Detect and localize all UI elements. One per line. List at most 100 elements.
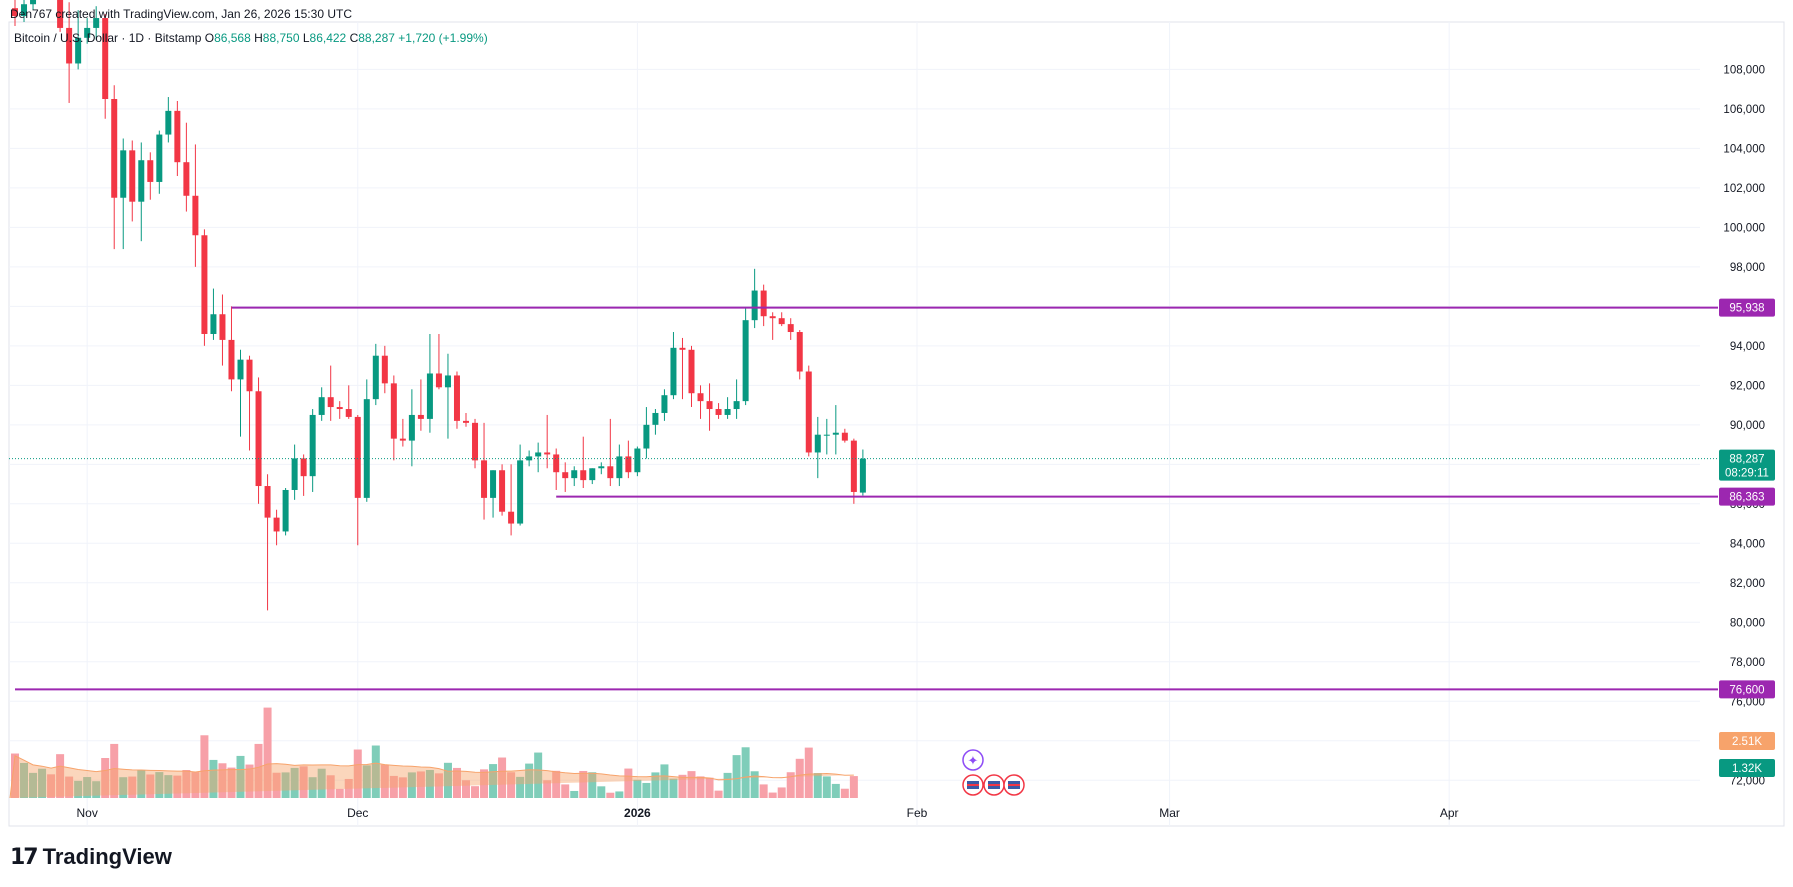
volume-bar <box>164 775 173 798</box>
candle <box>75 10 82 70</box>
us-flag-event-icon[interactable] <box>983 774 1005 796</box>
close-label: C <box>349 31 359 45</box>
price-tick-label: 102,000 <box>1723 183 1765 195</box>
candle <box>453 371 460 429</box>
volume-bar <box>353 749 362 798</box>
candle <box>237 349 244 437</box>
candle-body <box>580 470 587 481</box>
candle <box>444 353 451 439</box>
volume-bar <box>543 780 552 798</box>
candle-body <box>327 397 334 408</box>
candle-body <box>453 375 460 421</box>
volume-badge-bg <box>1719 732 1775 750</box>
candle-body <box>408 414 415 441</box>
candle-body <box>273 517 280 532</box>
candle <box>309 409 316 492</box>
candle <box>138 142 145 242</box>
volume-bar <box>452 767 461 798</box>
price-tick-label: 100,000 <box>1723 222 1765 234</box>
volume-bar <box>434 773 443 798</box>
level-high-badge-bg <box>1719 298 1775 317</box>
volume-ma-area <box>9 754 854 799</box>
ohlc-legend: Bitcoin / U.S. Dollar · 1D · Bitstamp O8… <box>14 31 488 45</box>
candle-body <box>859 458 866 493</box>
low-label: L <box>302 31 310 45</box>
volume-bar <box>813 773 822 798</box>
volume-bar <box>128 776 137 798</box>
candle-body <box>481 460 488 498</box>
tradingview-logo[interactable]: 17 TradingView <box>10 844 172 870</box>
candle <box>688 345 695 408</box>
volume-bar <box>489 764 498 798</box>
candle-body <box>796 332 803 372</box>
volume-bar <box>38 768 47 798</box>
volume-bar <box>308 777 317 798</box>
grid-lines <box>9 22 1700 826</box>
candle-body <box>733 401 740 410</box>
candle-body <box>643 424 650 449</box>
candle <box>363 379 370 502</box>
high-label: H <box>254 31 263 45</box>
volume-bar <box>525 763 534 798</box>
candle-body <box>841 432 848 441</box>
volume-bar <box>263 707 272 798</box>
candle <box>84 18 91 44</box>
candle <box>255 377 262 504</box>
candle <box>472 418 479 469</box>
candle <box>264 474 271 611</box>
level-bottom-badge-bg <box>1719 680 1775 699</box>
candle <box>481 422 488 520</box>
candle-body <box>463 420 469 423</box>
logo-text: TradingView <box>42 844 172 869</box>
volume-bar <box>416 771 425 798</box>
candle <box>93 6 100 40</box>
volume-bar <box>407 772 416 798</box>
last-price-badge-text: 88,287 <box>1729 454 1764 466</box>
us-flag-event-icon[interactable] <box>1003 774 1025 796</box>
candle-body <box>156 134 163 182</box>
time-tick-label: Mar <box>1159 806 1180 820</box>
candle <box>571 466 578 487</box>
level-high-badge: 95,938 <box>1719 298 1775 317</box>
candle <box>544 414 551 469</box>
volume-bar <box>56 754 65 798</box>
event-icons[interactable]: ✦ <box>962 749 1025 796</box>
level-low-badge: 86,363 <box>1719 487 1775 506</box>
candle <box>535 442 542 473</box>
candle <box>327 365 334 421</box>
volume-bar <box>750 771 759 798</box>
tv-logo-icon: 17 <box>10 844 39 870</box>
price-badges: 95,938 88,287 08:29:11 86,363 76,600 2.51K 1.3… <box>1719 298 1775 777</box>
candle <box>742 308 749 406</box>
candle-body <box>426 373 433 419</box>
candle-body <box>282 489 289 532</box>
volume-bar <box>218 763 227 798</box>
candle-body <box>174 110 181 163</box>
candle-body <box>228 339 235 380</box>
candle <box>517 444 524 526</box>
candle <box>210 288 217 340</box>
symbol-title[interactable]: Bitcoin / U.S. Dollar · 1D · Bitstamp <box>14 31 202 45</box>
candle-body <box>778 318 785 325</box>
us-flag-event-icon[interactable] <box>962 774 984 796</box>
volume-bar <box>29 772 38 798</box>
price-axis[interactable]: 108,000 106,000 104,000 102,000 100,000 98,00… <box>1723 64 1765 787</box>
ai-sparkle-icon[interactable]: ✦ <box>962 749 984 771</box>
time-axis[interactable]: Nov Dec 2026 Feb Mar Apr <box>76 806 1458 820</box>
candle-body <box>526 456 533 461</box>
price-tick-label: 76,000 <box>1730 696 1765 708</box>
candle-body <box>625 456 632 473</box>
volume-bar <box>768 792 777 798</box>
candle-body <box>760 290 767 317</box>
volume-bar <box>101 758 110 798</box>
level-low-badge-bg <box>1719 487 1775 506</box>
volume-bar <box>209 759 218 798</box>
candle-body <box>688 349 695 394</box>
candle <box>625 440 632 479</box>
candle <box>282 488 289 536</box>
horizontal-levels[interactable] <box>9 306 1718 691</box>
last-price-badge-bg <box>1719 449 1775 481</box>
candle-body <box>237 359 244 380</box>
volume-bar <box>552 770 561 798</box>
